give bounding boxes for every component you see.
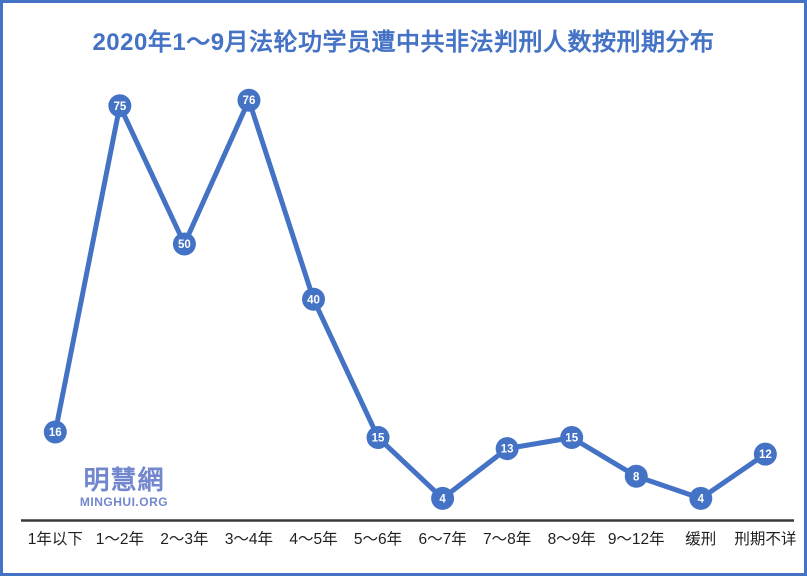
series-line — [52, 97, 768, 501]
data-point-value: 13 — [501, 444, 514, 456]
watermark-latin-text: MINGHUI.ORG — [79, 495, 169, 510]
x-axis-label: 6～7年 — [418, 530, 466, 548]
data-point-marker — [624, 464, 648, 488]
data-point-value: 50 — [178, 239, 191, 251]
data-point-marker — [431, 486, 455, 510]
watermark-cjk-text: 明慧網 — [83, 465, 165, 495]
x-axis-label: 1年以下 — [28, 530, 83, 548]
data-point-value: 4 — [439, 493, 446, 505]
data-point-value: 16 — [49, 427, 62, 439]
x-axis-label: 刑期不详 — [734, 530, 796, 548]
data-point-value: 8 — [633, 471, 640, 483]
x-axis-label: 9～12年 — [608, 530, 665, 548]
x-axis-label: 3～4年 — [225, 530, 273, 548]
data-point-value: 75 — [113, 101, 126, 113]
x-axis-label: 7～8年 — [483, 530, 531, 548]
data-point-marker — [43, 420, 67, 444]
data-point-marker — [366, 426, 390, 450]
data-point-value: 76 — [243, 95, 256, 107]
data-point-value: 40 — [307, 294, 320, 306]
data-point-marker — [560, 426, 584, 450]
x-axis-label: 缓刑 — [685, 530, 716, 548]
line-chart-canvas: 16 75 50 76 40 15 4 13 15 8 4 12 1年以下 1～2年 2～3年 3～4年 4～5… — [21, 88, 796, 548]
x-axis-label: 2～3年 — [160, 530, 208, 548]
data-point-marker — [237, 88, 261, 112]
chart-title: 2020年1～9月法轮功学员遭中共非法判刑人数按刑期分布 — [92, 29, 715, 56]
x-axis-label: 4～5年 — [289, 530, 337, 548]
data-point-marker — [108, 94, 132, 118]
data-point-value: 15 — [565, 433, 578, 445]
minghui-watermark: 明慧網 MINGHUI.ORG — [69, 465, 179, 510]
x-axis-label: 1～2年 — [96, 530, 144, 548]
data-point-marker — [495, 437, 519, 461]
data-point-marker — [753, 442, 777, 466]
data-point-marker — [172, 232, 196, 256]
data-point-value: 12 — [759, 449, 772, 461]
data-point-value: 4 — [698, 493, 705, 505]
data-point-value: 15 — [372, 433, 385, 445]
data-point-marker — [689, 486, 713, 510]
x-axis-label: 5～6年 — [354, 530, 402, 548]
x-axis-label: 8～9年 — [548, 530, 596, 548]
data-point-marker — [302, 287, 325, 311]
